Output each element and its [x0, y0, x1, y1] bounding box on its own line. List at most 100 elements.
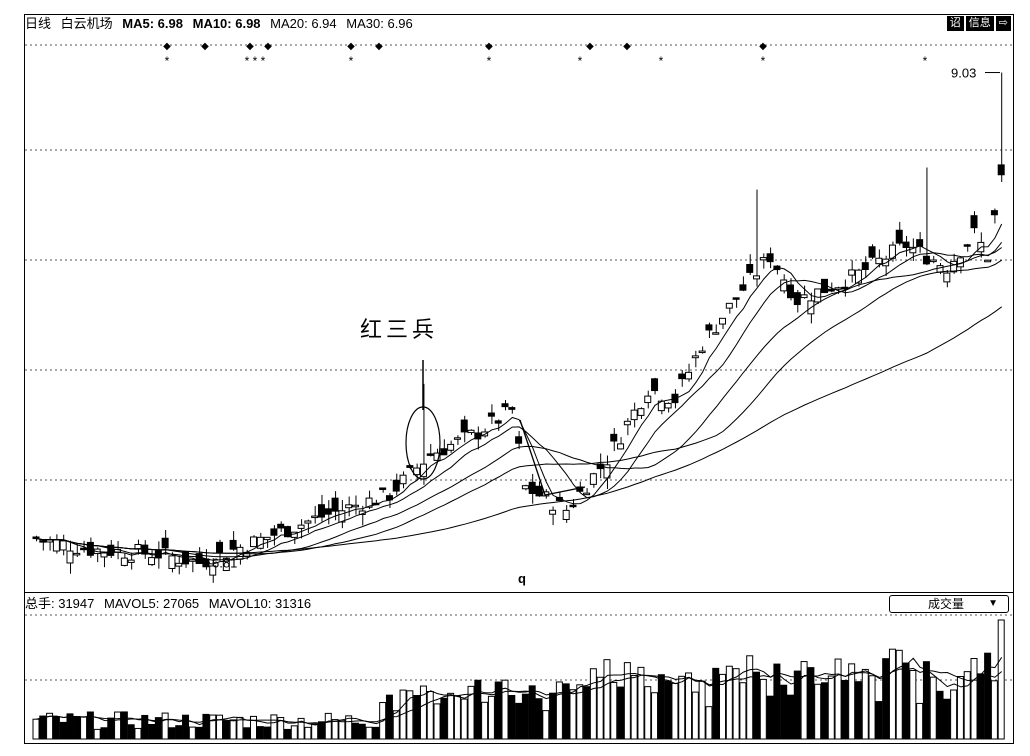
candle-body [569, 504, 577, 508]
candle-body [209, 565, 217, 576]
q-label: q [518, 571, 526, 586]
candle-body [664, 402, 672, 409]
candle-body [317, 504, 325, 518]
candle-body [685, 371, 693, 380]
volume-bar [440, 697, 448, 740]
candle-body [698, 350, 706, 354]
volume-bar [399, 689, 407, 740]
buy-marker-icon: ◆ [347, 41, 355, 52]
candle-body [175, 562, 183, 567]
volume-bar [413, 695, 421, 740]
ma30-value: MA30: 6.96 [346, 16, 413, 31]
sell-marker-icon: * [261, 54, 266, 68]
candle-body [331, 497, 339, 512]
volume-bar [515, 702, 523, 740]
volume-bar [766, 695, 774, 740]
indicator-select[interactable]: 成交量 ▼ [889, 595, 1009, 613]
candle-body [399, 474, 407, 485]
stock-name: 白云机场 [60, 16, 113, 31]
candle-body [460, 419, 468, 433]
volume-bar [32, 718, 40, 740]
low-label: 6.81 [212, 556, 237, 571]
volume-bar [80, 716, 88, 740]
ma30-line [36, 259, 1002, 555]
arrow-right-icon[interactable]: ⇨ [995, 16, 1011, 31]
candle-body [732, 297, 740, 300]
volume-bar [460, 698, 468, 740]
volume-bar [419, 685, 427, 740]
volume-bar [814, 683, 822, 740]
candle-body [583, 492, 591, 496]
sell-marker-icon: * [923, 54, 928, 68]
volume-bar [651, 692, 659, 740]
candle-body [644, 395, 652, 404]
buy-marker-icon: ◆ [264, 41, 272, 52]
buy-marker-icon: ◆ [485, 41, 493, 52]
volume-bar [562, 683, 570, 740]
candle-body [719, 317, 727, 325]
sell-marker-icon: * [761, 54, 766, 68]
candle-body [283, 526, 291, 538]
volume-header: 总手: 31947 MAVOL5: 27065 MAVOL10: 31316 成… [25, 592, 1013, 615]
candle-body [39, 540, 47, 543]
volume-bar [922, 661, 930, 740]
volume-bar [324, 712, 332, 740]
candle-body [963, 244, 971, 247]
volume-bar [984, 652, 992, 740]
candle-body [766, 253, 774, 263]
candle-body [603, 464, 611, 479]
volume-bar [576, 684, 584, 740]
buy-marker-icon: ◆ [759, 41, 767, 52]
candle-body [338, 510, 346, 523]
volume-bar [780, 684, 788, 740]
volume-bar [807, 667, 815, 740]
volume-bar [433, 703, 441, 740]
volume-bar [970, 658, 978, 740]
volume-bar [589, 668, 597, 740]
volume-bar [596, 676, 604, 740]
sell-marker-icon: * [349, 54, 354, 68]
chart-window: ◆ ◆ ◆ ◆ ◆ ◆ ◆ ◆ ◆ ◆ * * * * * * * * * * 红三兵 6.81 9.03 q 日线 白云机场… [24, 14, 1014, 744]
volume-bar [637, 666, 645, 740]
volume-bar [467, 685, 475, 740]
volume-bar [338, 719, 346, 740]
volume-bar [141, 714, 149, 740]
volume-bar [888, 648, 896, 740]
volume-bar [256, 726, 264, 740]
candle-body [861, 262, 869, 271]
volume-bar [657, 674, 665, 740]
info-button[interactable]: 信息 [965, 16, 994, 31]
candle-body [304, 520, 312, 524]
volume-total: 总手: 31947 [25, 596, 95, 611]
volume-bar [542, 710, 550, 740]
candle-body [80, 547, 88, 551]
candle-body [691, 355, 699, 359]
buy-marker-icon: ◆ [201, 41, 209, 52]
candle-body [453, 437, 461, 440]
candle-body [970, 215, 978, 229]
volume-bar [283, 728, 291, 740]
candle-body [494, 420, 502, 424]
volume-bar [603, 659, 611, 740]
volume-bar [549, 692, 557, 740]
candle-body [107, 544, 115, 556]
volume-bar [977, 673, 985, 740]
volume-bar [372, 726, 380, 740]
candle-body [916, 239, 924, 247]
volume-bar [861, 668, 869, 740]
volume-bar [610, 681, 618, 740]
high-label: 9.03 [951, 66, 976, 81]
volume-bar [311, 723, 319, 740]
candle-body [426, 453, 434, 456]
volume-bar [528, 685, 536, 740]
candle-body [379, 487, 387, 490]
tool-button-1[interactable]: 诏 [946, 16, 964, 31]
volume-bar [426, 691, 434, 740]
volume-bar [453, 695, 461, 740]
volume-bar [222, 720, 230, 740]
candle-body [630, 409, 638, 421]
mavol5-value: MAVOL5: 27065 [104, 596, 200, 611]
candle-body [705, 324, 713, 331]
volume-bar [719, 673, 727, 740]
volume-bar [195, 726, 203, 740]
